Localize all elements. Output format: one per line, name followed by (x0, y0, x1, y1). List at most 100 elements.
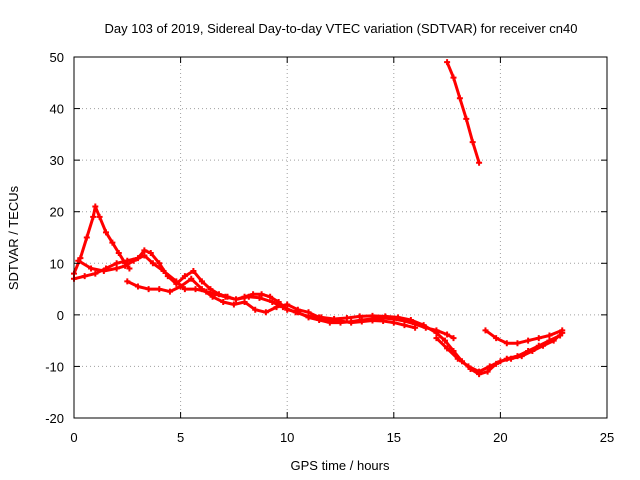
data-point (401, 322, 408, 329)
grid-layer (74, 57, 607, 418)
data-point (369, 317, 376, 324)
data-point (444, 345, 451, 352)
tick-layer: 0 5 10 15 20 25 -20 -10 0 10 20 30 40 50 (45, 50, 614, 445)
data-point (493, 335, 500, 342)
y-axis-label: SDTVAR / TECUs (6, 185, 21, 290)
data-point (343, 314, 350, 321)
data-point (550, 337, 557, 344)
data-point (92, 203, 99, 210)
data-point (258, 291, 265, 298)
data-point (441, 337, 448, 344)
data-point (92, 270, 99, 277)
data-point (326, 317, 333, 324)
series-layer (71, 59, 566, 378)
y-tick-label: 50 (50, 50, 64, 65)
data-point (134, 283, 141, 290)
data-point (269, 298, 276, 305)
data-point (407, 317, 414, 324)
data-point (124, 257, 131, 264)
y-tick-label: 20 (50, 205, 64, 220)
data-point (433, 335, 440, 342)
data-point (113, 265, 120, 272)
data-point (192, 286, 199, 293)
x-tick-label: 20 (493, 430, 507, 445)
data-point (469, 139, 476, 146)
y-tick-label: 10 (50, 256, 64, 271)
data-point (90, 213, 97, 220)
data-point (124, 278, 131, 285)
data-point (141, 247, 148, 254)
x-tick-label: 10 (280, 430, 294, 445)
data-point (241, 298, 248, 305)
data-point (173, 278, 180, 285)
data-point (149, 260, 156, 267)
data-point (130, 257, 137, 264)
data-point (450, 74, 457, 81)
data-point (525, 337, 532, 344)
data-point (145, 286, 152, 293)
y-tick-label: -20 (45, 411, 64, 426)
data-point (267, 293, 274, 300)
data-point (444, 59, 451, 66)
data-point (444, 331, 451, 338)
data-point (390, 319, 397, 326)
data-point (115, 249, 122, 256)
data-point (395, 314, 402, 321)
data-point (305, 309, 312, 316)
data-point (102, 229, 109, 236)
data-point (433, 329, 440, 336)
data-point (256, 294, 263, 301)
data-point (454, 355, 461, 362)
data-point (514, 340, 521, 347)
y-tick-label: 0 (57, 308, 64, 323)
data-point (450, 335, 457, 342)
data-point (348, 319, 355, 326)
data-point (166, 288, 173, 295)
data-point (220, 298, 227, 305)
data-point (209, 293, 216, 300)
data-point (284, 301, 291, 308)
data-point (100, 268, 107, 275)
data-point (230, 301, 237, 308)
data-point (190, 268, 197, 275)
y-tick-label: 40 (50, 102, 64, 117)
data-point (456, 95, 463, 102)
data-point (294, 306, 301, 313)
data-point (96, 213, 103, 220)
data-point (83, 234, 90, 241)
chart-title: Day 103 of 2019, Sidereal Day-to-day VTE… (104, 21, 577, 36)
data-point (252, 306, 259, 313)
data-point (109, 239, 116, 246)
data-point (156, 260, 163, 267)
data-point (540, 342, 547, 349)
data-point (508, 355, 515, 362)
data-point (412, 324, 419, 331)
data-point (198, 286, 205, 293)
y-tick-label: 30 (50, 153, 64, 168)
data-point (273, 304, 280, 311)
x-tick-label: 25 (600, 430, 614, 445)
plot-frame (73, 56, 608, 419)
data-point (81, 273, 88, 280)
data-point (356, 313, 363, 320)
data-point (207, 286, 214, 293)
data-point (486, 363, 493, 370)
data-point (177, 283, 184, 290)
data-point (420, 322, 427, 329)
data-point (465, 363, 472, 370)
data-point (245, 293, 252, 300)
data-point (382, 313, 389, 320)
data-point (188, 275, 195, 282)
data-point (141, 252, 148, 259)
series-arc-4 (125, 277, 417, 330)
data-point (559, 327, 566, 334)
data-point (262, 309, 269, 316)
data-point (222, 293, 229, 300)
x-tick-label: 5 (177, 430, 184, 445)
data-point (482, 327, 489, 334)
data-point (337, 318, 344, 325)
data-point (463, 115, 470, 122)
data-point (380, 318, 387, 325)
x-tick-label: 15 (387, 430, 401, 445)
